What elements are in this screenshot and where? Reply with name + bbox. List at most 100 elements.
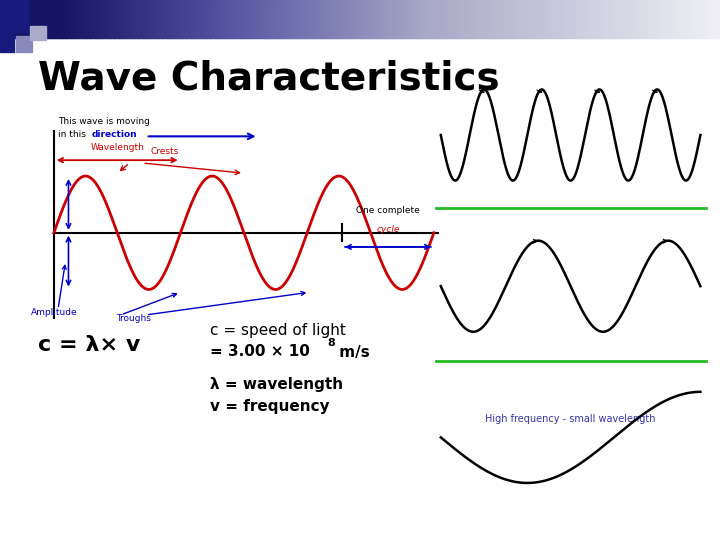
Bar (526, 0, 529, 38)
Bar (653, 0, 656, 38)
Bar (223, 0, 227, 38)
Bar (607, 0, 611, 38)
Bar (583, 0, 587, 38)
Bar (636, 0, 639, 38)
Text: = 3.00 × 10: = 3.00 × 10 (210, 345, 310, 360)
Bar (701, 0, 704, 38)
Bar (94, 0, 97, 38)
Bar (310, 0, 313, 38)
Bar (585, 0, 589, 38)
Bar (293, 0, 296, 38)
Bar (405, 0, 409, 38)
Bar (326, 0, 330, 38)
Bar (559, 0, 562, 38)
Bar (449, 0, 452, 38)
Bar (199, 0, 202, 38)
Bar (58, 0, 61, 38)
Bar (77, 0, 80, 38)
Bar (161, 0, 164, 38)
Bar (14, 0, 18, 38)
Bar (283, 0, 287, 38)
Bar (117, 0, 121, 38)
Bar (312, 0, 315, 38)
Bar (509, 0, 512, 38)
Bar (535, 0, 539, 38)
Bar (648, 0, 652, 38)
Bar (16, 36, 32, 52)
Bar (655, 0, 659, 38)
Bar (434, 0, 438, 38)
Bar (55, 0, 58, 38)
Bar (684, 0, 688, 38)
Bar (542, 0, 546, 38)
Bar (0, 0, 4, 38)
Bar (288, 0, 292, 38)
Bar (617, 0, 620, 38)
Bar (43, 0, 47, 38)
Bar (238, 0, 241, 38)
Bar (254, 0, 258, 38)
Bar (667, 0, 670, 38)
Bar (250, 0, 253, 38)
Bar (403, 0, 407, 38)
Bar (245, 0, 248, 38)
Bar (672, 0, 675, 38)
Bar (646, 0, 649, 38)
Bar (110, 0, 114, 38)
Text: λ = wavelength: λ = wavelength (210, 377, 343, 393)
Bar (17, 0, 20, 38)
Bar (50, 0, 54, 38)
Bar (214, 0, 217, 38)
Bar (463, 0, 467, 38)
Bar (408, 0, 411, 38)
Bar (461, 0, 464, 38)
Bar (130, 0, 133, 38)
Bar (187, 0, 191, 38)
Bar (665, 0, 668, 38)
Bar (333, 0, 337, 38)
Bar (706, 0, 709, 38)
Bar (420, 0, 423, 38)
Bar (549, 0, 553, 38)
Bar (202, 0, 205, 38)
Bar (353, 0, 356, 38)
Bar (247, 0, 251, 38)
Bar (70, 0, 73, 38)
Bar (302, 0, 306, 38)
Bar (182, 0, 186, 38)
Bar (631, 0, 634, 38)
Bar (156, 0, 159, 38)
Bar (261, 0, 265, 38)
Bar (497, 0, 500, 38)
Bar (372, 0, 375, 38)
Bar (144, 0, 148, 38)
Bar (158, 0, 162, 38)
Bar (711, 0, 714, 38)
Bar (679, 0, 683, 38)
Bar (101, 0, 104, 38)
Bar (84, 0, 87, 38)
Bar (708, 0, 711, 38)
Bar (38, 0, 42, 38)
Bar (0, 0, 28, 32)
Bar (106, 0, 109, 38)
Bar (538, 0, 541, 38)
Bar (693, 0, 697, 38)
Bar (209, 0, 212, 38)
Bar (252, 0, 256, 38)
Text: c = λ× v: c = λ× v (38, 335, 140, 355)
Bar (686, 0, 690, 38)
Bar (432, 0, 436, 38)
Bar (178, 0, 181, 38)
Bar (521, 0, 524, 38)
Bar (286, 0, 289, 38)
Bar (297, 0, 301, 38)
Bar (698, 0, 702, 38)
Bar (125, 0, 128, 38)
Bar (99, 0, 102, 38)
Bar (470, 0, 474, 38)
Bar (382, 0, 385, 38)
Bar (168, 0, 171, 38)
Bar (230, 0, 234, 38)
Text: Crests: Crests (150, 147, 179, 157)
